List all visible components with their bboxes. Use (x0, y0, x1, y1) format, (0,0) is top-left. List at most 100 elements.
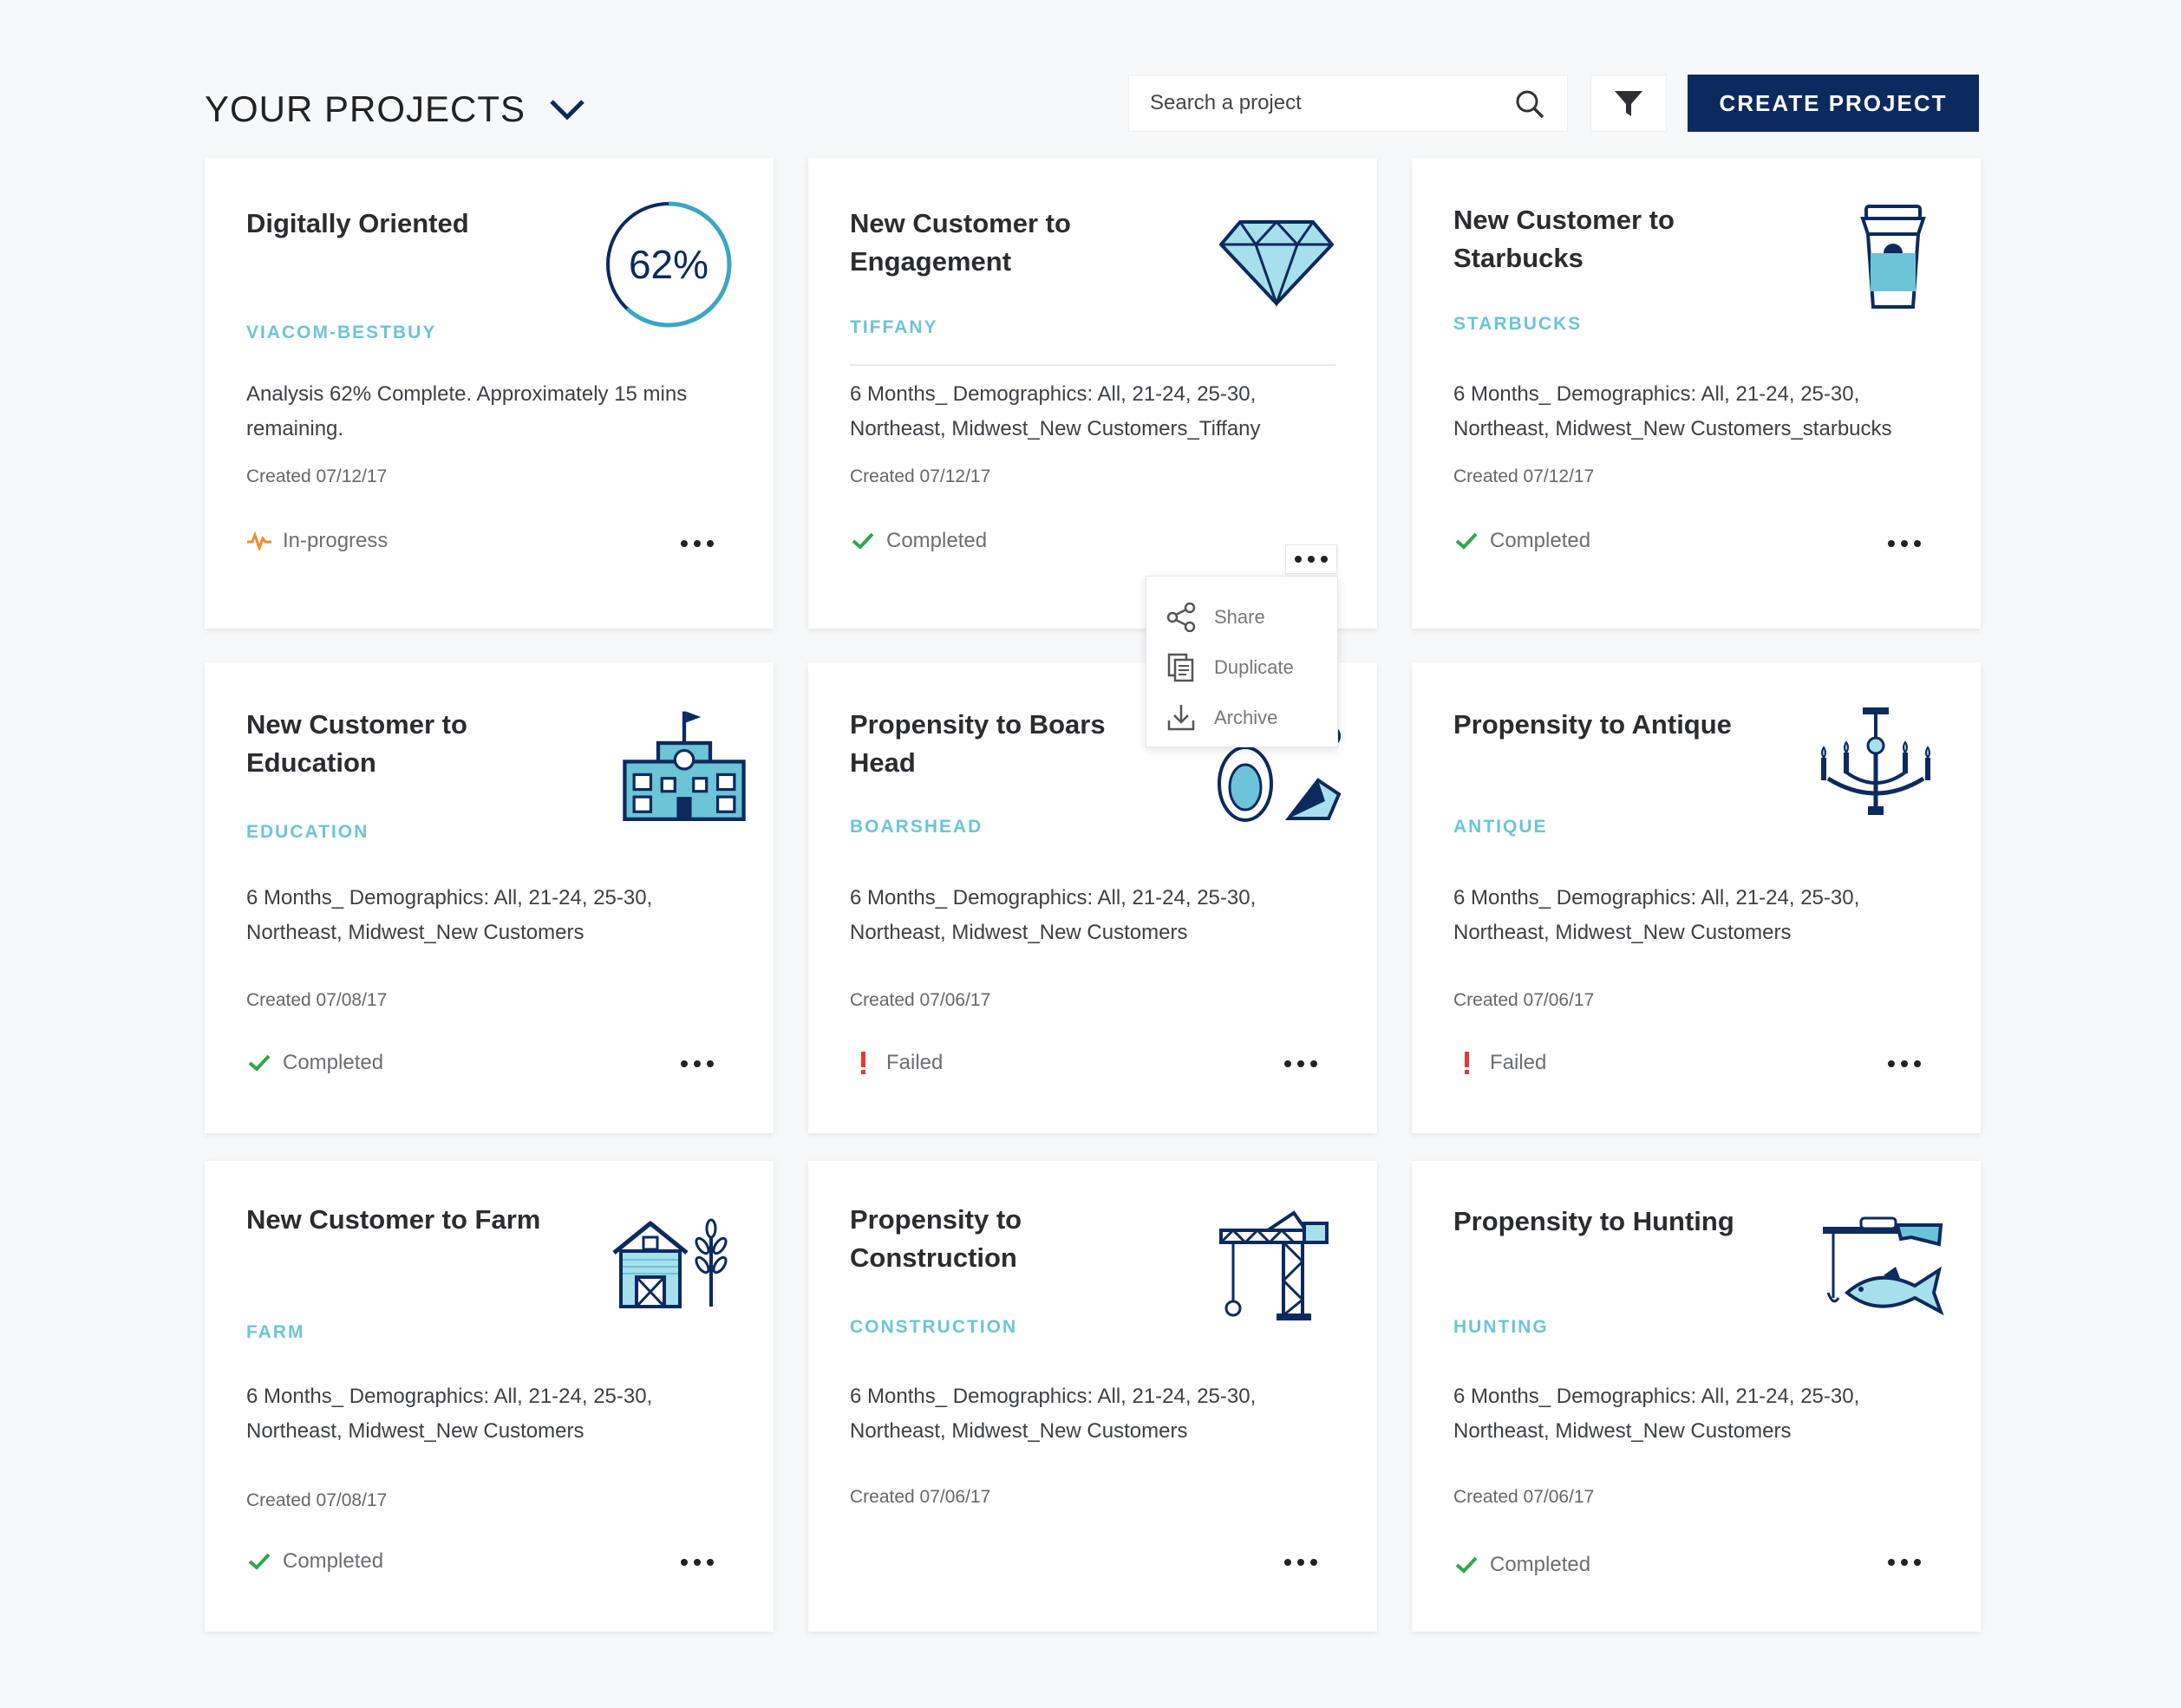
client-name: VIACOM-BESTBUY (246, 323, 437, 342)
more-options-button[interactable] (1878, 1548, 1930, 1577)
coffee-cup-icon (1860, 205, 1926, 309)
created-date: Created 07/06/17 (850, 1487, 991, 1507)
project-card[interactable]: New Customer to Starbucks STARBUCKS 6 Mo… (1412, 158, 1981, 629)
status-badge: Completed (1453, 529, 1590, 553)
status-text: Completed (1490, 529, 1591, 552)
project-title: New Customer to Starbucks (1453, 205, 1675, 273)
chevron-down-icon (550, 100, 584, 121)
menu-item-archive[interactable]: Archive (1146, 693, 1337, 743)
project-title: New Customer to Engagement (850, 208, 1071, 277)
page-header: YOUR PROJECTS CREATE PROJECT (205, 75, 1979, 132)
project-description: 6 Months_ Demographics: All, 21-24, 25-3… (246, 1385, 653, 1443)
created-date: Created 07/12/17 (246, 466, 388, 486)
ellipsis-icon (1284, 1060, 1317, 1067)
progress-ring: 62% (604, 199, 734, 329)
projects-dropdown[interactable]: YOUR PROJECTS (205, 88, 586, 130)
ellipsis-icon (1888, 1559, 1921, 1566)
share-icon (1166, 603, 1196, 632)
chandelier-icon (1821, 707, 1930, 815)
menu-item-label: Duplicate (1214, 656, 1294, 678)
create-project-button[interactable]: CREATE PROJECT (1688, 75, 1979, 132)
client-name: CONSTRUCTION (850, 1317, 1018, 1337)
diamond-icon (1219, 219, 1334, 308)
project-title: New Customer to Farm (246, 1204, 541, 1235)
status-text: Completed (886, 529, 988, 552)
created-date: Created 07/06/17 (1453, 990, 1595, 1010)
more-options-button[interactable] (1275, 1548, 1327, 1577)
project-title: Propensity to Hunting (1453, 1206, 1734, 1236)
rifle-fish-icon (1823, 1216, 1944, 1316)
more-options-button[interactable] (1285, 544, 1337, 574)
more-options-button[interactable] (671, 1548, 723, 1577)
ellipsis-icon (681, 1559, 714, 1566)
project-card[interactable]: Propensity to Construction CONSTRUCTION … (808, 1161, 1377, 1632)
check-icon (850, 530, 876, 552)
menu-item-share[interactable]: Share (1146, 592, 1337, 642)
status-text: Failed (886, 1051, 944, 1074)
project-description: Analysis 62% Complete. Approximately 15 … (246, 382, 688, 440)
project-description: 6 Months_ Demographics: All, 21-24, 25-3… (1453, 886, 1860, 944)
project-card[interactable]: New Customer to Engagement TIFFANY 6 Mon… (808, 158, 1377, 629)
client-name: FARM (246, 1322, 305, 1342)
menu-item-label: Archive (1214, 707, 1278, 728)
check-icon (246, 1550, 272, 1573)
divider (850, 364, 1335, 366)
project-card[interactable]: New Customer to Farm FARM 6 Months_ Demo… (205, 1161, 774, 1632)
search-box (1128, 75, 1568, 132)
ellipsis-icon (1888, 1060, 1921, 1067)
more-options-button[interactable] (1878, 1049, 1930, 1079)
status-text: Completed (283, 1549, 384, 1573)
ellipsis-icon (1284, 1559, 1317, 1566)
more-options-button[interactable] (671, 529, 723, 558)
created-date: Created 07/08/17 (246, 1490, 388, 1510)
check-icon (1453, 1554, 1479, 1576)
progress-percent: 62% (628, 242, 709, 287)
project-description: 6 Months_ Demographics: All, 21-24, 25-3… (1453, 1385, 1860, 1443)
crane-icon (1219, 1210, 1329, 1320)
client-name: ANTIQUE (1453, 817, 1548, 837)
project-card[interactable]: Propensity to Antique ANTIQUE 6 Months_ … (1412, 662, 1981, 1133)
project-description: 6 Months_ Demographics: All, 21-24, 25-3… (850, 382, 1261, 440)
school-building-icon (623, 711, 746, 821)
context-menu: Share Duplicate Archive (1146, 576, 1338, 747)
ellipsis-icon (1295, 556, 1328, 563)
barn-wheat-icon (612, 1218, 728, 1308)
project-title: Propensity to Antique (1453, 709, 1732, 740)
status-badge: Completed (850, 529, 987, 553)
project-title: Digitally Oriented (246, 208, 469, 238)
status-badge: In-progress (246, 529, 388, 553)
more-options-button[interactable] (671, 1049, 723, 1079)
search-input[interactable] (1129, 75, 1511, 131)
status-badge: Failed (850, 1051, 943, 1075)
search-icon[interactable] (1515, 89, 1544, 119)
client-name: STARBUCKS (1453, 314, 1583, 334)
more-options-button[interactable] (1275, 1049, 1327, 1079)
activity-pulse-icon (246, 530, 272, 552)
created-date: Created 07/06/17 (1453, 1487, 1595, 1507)
exclamation-icon (850, 1052, 876, 1074)
client-name: HUNTING (1453, 1317, 1549, 1337)
project-description: 6 Months_ Demographics: All, 21-24, 25-3… (850, 886, 1257, 944)
status-badge: Failed (1453, 1051, 1546, 1075)
project-card[interactable]: Propensity to Hunting HUNTING 6 Months_ … (1412, 1161, 1981, 1632)
filter-button[interactable] (1590, 75, 1667, 132)
menu-item-label: Share (1214, 606, 1265, 628)
check-icon (246, 1052, 272, 1074)
created-date: Created 07/12/17 (850, 466, 991, 486)
project-title: New Customer to Education (246, 709, 467, 778)
status-badge: Completed (246, 1051, 383, 1075)
page-title: YOUR PROJECTS (205, 88, 526, 129)
exclamation-icon (1453, 1052, 1479, 1074)
ellipsis-icon (1888, 540, 1921, 547)
created-date: Created 07/12/17 (1453, 466, 1595, 486)
created-date: Created 07/08/17 (246, 990, 388, 1010)
project-card[interactable]: New Customer to Education EDUCATION 6 Mo… (205, 662, 774, 1133)
project-title: Propensity to Construction (850, 1204, 1022, 1273)
project-card[interactable]: Digitally Oriented 62% VIACOM-BESTBUY An… (205, 158, 774, 629)
menu-item-duplicate[interactable]: Duplicate (1146, 642, 1337, 693)
project-description: 6 Months_ Demographics: All, 21-24, 25-3… (850, 1385, 1257, 1443)
ellipsis-icon (681, 540, 714, 547)
client-name: EDUCATION (246, 822, 369, 842)
duplicate-icon (1167, 653, 1194, 682)
more-options-button[interactable] (1878, 529, 1930, 558)
